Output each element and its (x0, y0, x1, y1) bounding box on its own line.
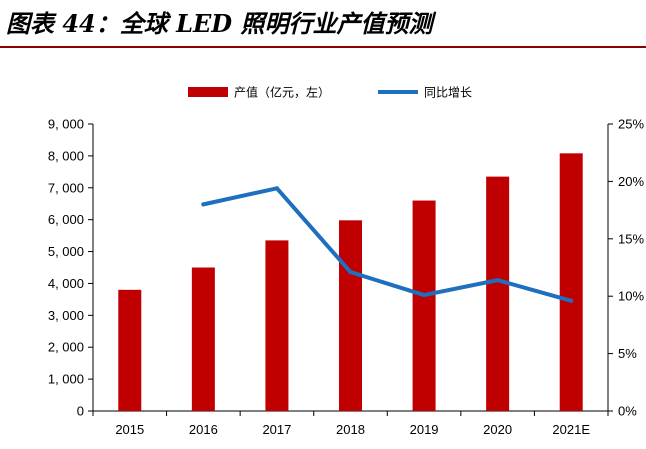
x-tick-label: 2018 (336, 422, 365, 437)
growth-point-2017 (274, 186, 279, 191)
x-tick-label: 2015 (115, 422, 144, 437)
left-tick-label: 4, 000 (48, 276, 84, 291)
legend-label-bar: 产值（亿元，左） (234, 85, 330, 100)
left-tick-label: 8, 000 (48, 148, 84, 163)
bar-2015 (118, 289, 142, 411)
right-tick-label: 25% (618, 117, 644, 132)
figure-title: 图表 44：全球 LED 照明行业产值预测 (6, 9, 433, 38)
legend: 产值（亿元，左） 同比增长 (188, 85, 472, 100)
growth-point-2016 (201, 202, 206, 207)
bar-2016 (191, 267, 215, 411)
title-underline (0, 46, 646, 48)
x-tick-label: 2020 (483, 422, 512, 437)
right-tick-label: 0% (618, 404, 637, 419)
growth-point-2020 (495, 278, 500, 283)
left-tick-label: 5, 000 (48, 244, 84, 259)
right-tick-label: 15% (618, 231, 644, 246)
legend-label-line: 同比增长 (424, 86, 472, 100)
right-axis: 0% 5% 10% 15% 20% 25% (607, 117, 644, 419)
left-tick-label: 2, 000 (48, 340, 84, 355)
x-axis: 2015 2016 2017 2018 2019 2020 2021E (92, 410, 609, 437)
x-tick-label: 2016 (189, 422, 218, 437)
x-tick-label: 2021E (552, 422, 590, 437)
growth-point-2018 (348, 270, 353, 275)
x-tick-label: 2019 (410, 422, 439, 437)
left-tick-label: 9, 000 (48, 117, 84, 132)
right-tick-label: 5% (618, 346, 637, 361)
left-axis: 0 1, 000 2, 000 3, 000 4, 000 5, 000 6, 000 7, … (48, 117, 94, 419)
left-tick-label: 0 (77, 404, 84, 419)
right-tick-label: 10% (618, 289, 644, 304)
legend-swatch-bar (188, 87, 228, 97)
line-series (201, 186, 574, 303)
bar-2017 (265, 240, 289, 411)
growth-point-2019 (422, 293, 427, 298)
bar-2021E (559, 153, 583, 412)
left-tick-label: 1, 000 (48, 372, 84, 387)
bar-2020 (486, 176, 510, 411)
left-tick-label: 3, 000 (48, 308, 84, 323)
left-tick-label: 6, 000 (48, 212, 84, 227)
growth-point-2021E (569, 298, 574, 303)
bar-series (118, 153, 583, 412)
bar-2018 (339, 220, 362, 411)
left-tick-label: 7, 000 (48, 180, 84, 195)
x-tick-label: 2017 (262, 422, 291, 437)
bar-2019 (412, 200, 436, 411)
growth-line (201, 186, 574, 303)
right-tick-label: 20% (618, 174, 644, 189)
